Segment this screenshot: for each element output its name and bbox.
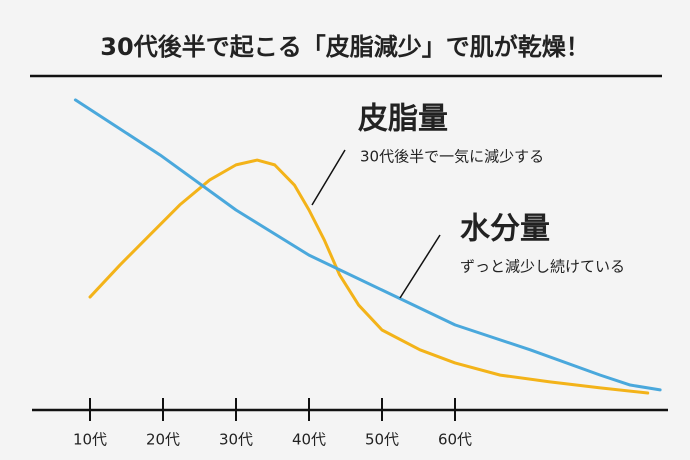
chart-title: 30代後半で起こる「皮脂減少」で肌が乾燥！ — [100, 33, 589, 61]
annotation: 30代後半で一気に減少する — [360, 148, 544, 166]
x-tick-label: 40代 — [292, 431, 326, 449]
line — [88, 158, 650, 395]
x-tick-label: 30代 — [219, 431, 253, 449]
annotation: ずっと減少し続けている — [460, 258, 625, 276]
leader-line — [311, 149, 346, 206]
line — [73, 98, 662, 392]
x-tick-label: 10代 — [73, 431, 107, 449]
legend-label: 皮脂量 — [358, 102, 448, 137]
x-tick-label: 20代 — [146, 431, 180, 449]
leader-line — [399, 234, 441, 299]
legend-label: 水分量 — [460, 212, 550, 247]
x-tick-label: 50代 — [365, 431, 399, 449]
x-tick-label: 60代 — [438, 431, 472, 449]
